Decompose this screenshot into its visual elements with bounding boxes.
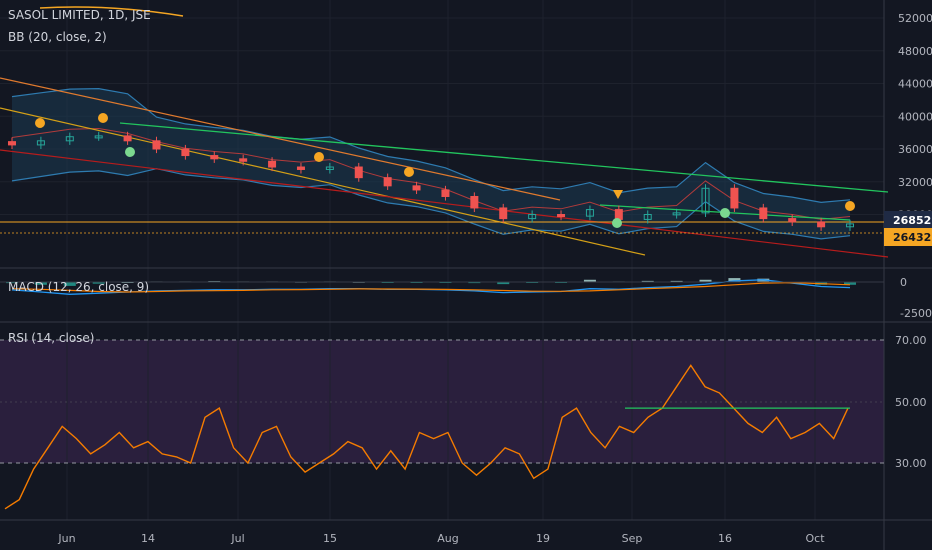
x-tick-label: Jul — [230, 532, 244, 545]
macd-signal-line — [11, 281, 851, 293]
macd-histogram-bar — [34, 282, 47, 285]
candle-body — [412, 185, 421, 191]
trendline-red — [0, 149, 889, 258]
trendline-top-orange — [39, 6, 184, 17]
candle-body — [181, 148, 190, 157]
signal-dot-orange — [314, 152, 324, 162]
price-box-level — [884, 228, 932, 246]
x-tick-label: Sep — [622, 532, 643, 545]
macd-tick-label: -2500 — [900, 307, 932, 320]
candle-body — [268, 160, 277, 168]
candle-body — [8, 141, 16, 146]
macd-histogram-bar — [583, 279, 596, 282]
candle-body — [325, 166, 334, 170]
x-tick-label: Oct — [805, 532, 825, 545]
macd-histogram-bar — [641, 280, 654, 282]
rsi-indicator-title: RSI (14, close) — [8, 331, 95, 345]
candle-body — [499, 207, 508, 220]
macd-histogram-bar — [6, 282, 18, 284]
candle-body — [383, 177, 392, 187]
candle-body — [730, 187, 739, 209]
signal-dot-orange — [404, 167, 414, 177]
rsi-tick-label: 50.00 — [895, 396, 927, 409]
candle-body — [701, 187, 710, 214]
price-label-level: 26432 — [893, 231, 931, 244]
x-tick-label: 19 — [536, 532, 550, 545]
candle-body — [614, 209, 623, 220]
macd-tick-label: 0 — [900, 276, 907, 289]
bb-lower-band — [11, 168, 851, 240]
price-box-current — [884, 211, 932, 229]
candle-body — [152, 140, 161, 150]
signal-dot-green — [720, 208, 730, 218]
candle-body — [788, 218, 797, 223]
macd-histogram-bar — [844, 282, 856, 285]
signal-dot-orange — [35, 118, 45, 128]
bb-basis — [11, 127, 851, 220]
price-tick-label: 52000 — [898, 12, 932, 25]
price-tick-label: 36000 — [898, 143, 932, 156]
x-tick-label: Jun — [57, 532, 75, 545]
signal-dot-green — [125, 147, 135, 157]
x-tick-label: Aug — [437, 532, 458, 545]
bb-indicator-title: BB (20, close, 2) — [8, 30, 107, 44]
macd-histogram-bar — [63, 282, 76, 286]
trendline-orange — [0, 77, 561, 201]
x-tick-label: 15 — [323, 532, 337, 545]
trendline-green-upper — [119, 122, 889, 193]
macd-histogram-bar — [670, 280, 683, 282]
candle-body — [354, 166, 363, 179]
signal-dot-orange — [845, 201, 855, 211]
candle-body — [585, 209, 594, 217]
candle-body — [846, 223, 854, 228]
candle-body — [759, 207, 768, 220]
sell-triangle-marker — [613, 190, 623, 199]
price-tick-label: 44000 — [898, 78, 932, 91]
rsi-band-background — [0, 340, 884, 463]
candle-body — [65, 136, 74, 142]
macd-histogram-bar — [728, 278, 741, 282]
candle-body — [123, 135, 132, 142]
candle-body — [557, 214, 566, 217]
candle-body — [672, 212, 681, 216]
candle-body — [470, 195, 479, 209]
price-tick-label: 48000 — [898, 45, 932, 58]
candle-body — [239, 158, 248, 162]
rsi-line — [4, 364, 849, 510]
x-tick-label: 14 — [141, 532, 155, 545]
candle-body — [94, 135, 103, 139]
bb-upper-band — [11, 87, 851, 204]
candle-body — [36, 140, 45, 146]
candle-body — [817, 221, 826, 228]
macd-histogram-bar — [92, 282, 105, 284]
macd-histogram-bar — [699, 279, 712, 282]
x-tick-label: 16 — [718, 532, 732, 545]
rsi-tick-label: 30.00 — [895, 457, 927, 470]
macd-histogram-bar — [468, 282, 481, 284]
bb-fill — [12, 88, 850, 239]
candle-body — [441, 189, 450, 197]
rsi-tick-label: 70.00 — [895, 334, 927, 347]
macd-indicator-title: MACD (12, 26, close, 9) — [8, 280, 150, 294]
price-tick-label: 40000 — [898, 110, 932, 123]
macd-histogram-bar — [497, 282, 510, 285]
trendline-yellow — [0, 107, 646, 256]
price-tick-label: 32000 — [898, 176, 932, 189]
signal-dot-green — [612, 218, 622, 228]
candle-body — [296, 166, 305, 170]
chart-symbol-title: SASOL LIMITED, 1D, JSE — [8, 8, 151, 22]
price-label-current: 26852 — [893, 214, 931, 227]
candle-body — [210, 155, 219, 160]
signal-dot-orange — [98, 113, 108, 123]
candle-body — [528, 214, 537, 220]
candle-body — [643, 214, 652, 220]
